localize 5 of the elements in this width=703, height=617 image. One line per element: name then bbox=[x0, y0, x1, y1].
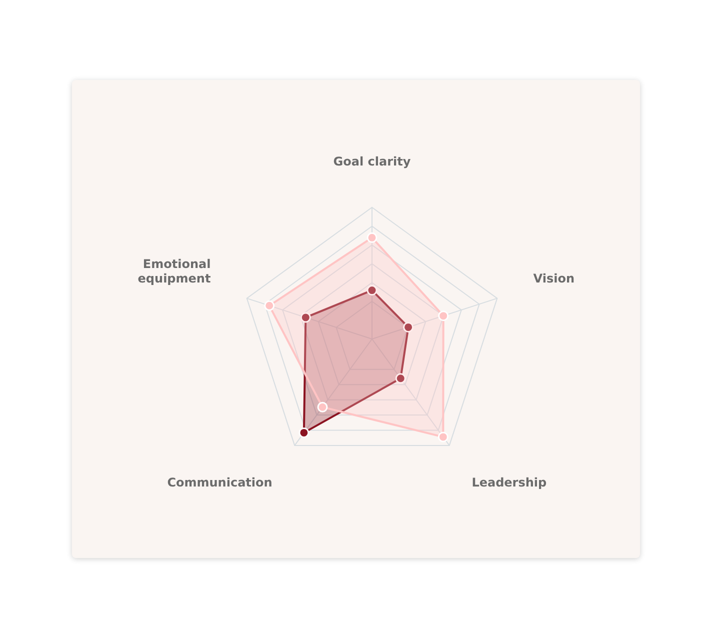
spoke-label: Emotional equipment bbox=[138, 257, 211, 286]
spoke-label: Goal clarity bbox=[333, 154, 411, 168]
spoke-label: Communication bbox=[167, 476, 272, 490]
spoke-label: Leadership bbox=[472, 476, 548, 490]
spoke-label: Vision bbox=[533, 272, 575, 286]
